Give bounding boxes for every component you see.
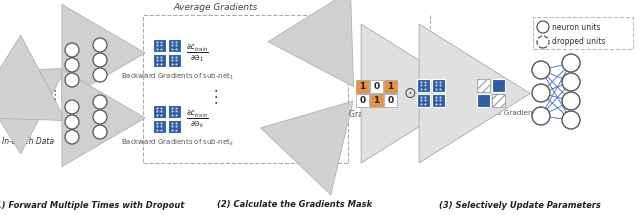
Circle shape	[65, 73, 79, 87]
Bar	[356, 80, 369, 93]
Text: $\frac{\partial \mathcal{L}_{train}}{\partial \Theta_k}$: $\frac{\partial \mathcal{L}_{train}}{\pa…	[186, 110, 209, 130]
Text: (1) Forward Multiple Times with Dropout: (1) Forward Multiple Times with Dropout	[0, 201, 184, 209]
Bar	[417, 94, 430, 107]
Text: 1: 1	[387, 82, 394, 91]
Text: 1: 1	[373, 96, 380, 105]
Text: Backward Gradients of sub-net$_k$: Backward Gradients of sub-net$_k$	[121, 138, 235, 148]
FancyBboxPatch shape	[533, 17, 633, 49]
Circle shape	[562, 73, 580, 91]
Bar	[417, 79, 430, 92]
Bar	[153, 54, 166, 67]
Bar	[477, 79, 490, 92]
Circle shape	[93, 125, 107, 139]
Circle shape	[93, 38, 107, 52]
Text: Average Gradients: Average Gradients	[173, 3, 258, 12]
Circle shape	[65, 43, 79, 57]
Bar	[370, 80, 383, 93]
Circle shape	[65, 130, 79, 144]
Text: $\frac{\partial \mathcal{L}_{train}}{\partial \Theta_1}$: $\frac{\partial \mathcal{L}_{train}}{\pa…	[186, 44, 209, 64]
Bar	[153, 105, 166, 118]
Text: In-batch Data: In-batch Data	[2, 137, 54, 146]
Bar	[492, 94, 505, 107]
Bar	[17, 82, 39, 112]
Circle shape	[65, 115, 79, 129]
Text: 0: 0	[373, 82, 380, 91]
Circle shape	[65, 100, 79, 114]
Text: Backward Gradients of sub-net$_1$: Backward Gradients of sub-net$_1$	[122, 72, 234, 82]
Bar	[153, 120, 166, 133]
Circle shape	[532, 84, 550, 102]
Circle shape	[93, 95, 107, 109]
Text: (2) Calculate the Gradients Mask: (2) Calculate the Gradients Mask	[218, 201, 372, 209]
Text: 0: 0	[360, 96, 365, 105]
Bar	[477, 79, 490, 92]
Circle shape	[562, 54, 580, 72]
Bar	[477, 94, 490, 107]
Bar	[384, 94, 397, 107]
Circle shape	[532, 107, 550, 125]
Circle shape	[65, 58, 79, 72]
Circle shape	[93, 53, 107, 67]
Text: dropped units: dropped units	[552, 37, 605, 46]
Text: (3) Selectively Update Parameters: (3) Selectively Update Parameters	[439, 201, 601, 209]
Text: Gradient Mask: Gradient Mask	[349, 110, 405, 119]
Bar	[492, 79, 505, 92]
Circle shape	[93, 110, 107, 124]
Bar	[432, 79, 445, 92]
Ellipse shape	[17, 108, 39, 116]
Circle shape	[562, 111, 580, 129]
Text: ⋮: ⋮	[207, 88, 224, 106]
Bar	[168, 54, 181, 67]
Circle shape	[532, 61, 550, 79]
Text: $\odot$: $\odot$	[403, 86, 417, 101]
Text: 0: 0	[387, 96, 394, 105]
Bar	[168, 120, 181, 133]
Bar	[168, 105, 181, 118]
Text: ⋮: ⋮	[49, 89, 61, 101]
Bar	[492, 94, 505, 107]
Bar	[356, 94, 369, 107]
Circle shape	[562, 92, 580, 110]
Text: Masked Average Gradients: Masked Average Gradients	[442, 110, 540, 116]
Circle shape	[93, 68, 107, 82]
Ellipse shape	[17, 78, 39, 86]
Bar	[384, 80, 397, 93]
Circle shape	[537, 21, 549, 33]
Bar	[370, 94, 383, 107]
Circle shape	[537, 36, 549, 48]
Bar	[432, 94, 445, 107]
Text: 1: 1	[360, 82, 365, 91]
Bar	[168, 39, 181, 52]
Text: neuron units: neuron units	[552, 23, 600, 32]
Bar	[153, 39, 166, 52]
